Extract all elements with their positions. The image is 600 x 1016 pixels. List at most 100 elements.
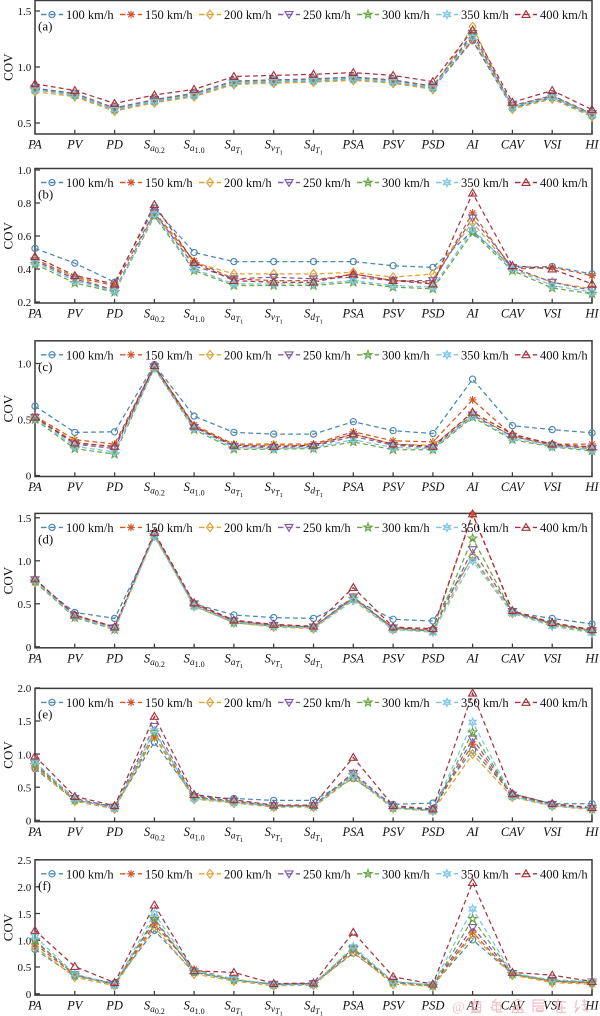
- svg-text:PSD: PSD: [420, 480, 444, 494]
- svg-text:Sa0.2: Sa0.2: [144, 480, 165, 498]
- svg-text:Sa1.0: Sa1.0: [184, 825, 205, 843]
- svg-text:Sa0.2: Sa0.2: [144, 307, 165, 325]
- svg-text:300 km/h: 300 km/h: [382, 348, 430, 362]
- svg-text:SaT1: SaT1: [225, 999, 244, 1016]
- svg-text:0: 0: [26, 989, 32, 1001]
- svg-text:PV: PV: [66, 307, 84, 321]
- svg-text:400 km/h: 400 km/h: [540, 867, 588, 881]
- svg-text:PSV: PSV: [381, 999, 405, 1013]
- svg-text:200 km/h: 200 km/h: [224, 521, 272, 535]
- svg-text:@: @: [452, 1000, 465, 1015]
- svg-text:SdT1: SdT1: [304, 999, 323, 1016]
- svg-text:0.5: 0.5: [17, 599, 31, 611]
- svg-text:PSV: PSV: [381, 825, 405, 839]
- svg-text:HI: HI: [584, 999, 599, 1013]
- svg-text:400 km/h: 400 km/h: [540, 696, 588, 710]
- svg-text:Sa1.0: Sa1.0: [184, 307, 205, 325]
- svg-text:CAV: CAV: [501, 307, 525, 321]
- svg-text:150 km/h: 150 km/h: [145, 8, 193, 22]
- svg-text:100 km/h: 100 km/h: [66, 696, 114, 710]
- svg-text:1.5: 1.5: [17, 513, 31, 525]
- svg-text:Sa0.2: Sa0.2: [144, 999, 165, 1016]
- svg-text:100 km/h: 100 km/h: [66, 176, 114, 190]
- svg-text:1.5: 1.5: [17, 716, 31, 728]
- svg-text:COV: COV: [1, 394, 16, 422]
- svg-text:HI: HI: [584, 138, 599, 152]
- svg-text:350 km/h: 350 km/h: [461, 521, 509, 535]
- svg-text:(f): (f): [38, 878, 51, 893]
- svg-text:0.2: 0.2: [17, 297, 31, 309]
- svg-text:VSI: VSI: [543, 307, 562, 321]
- svg-text:SvT1: SvT1: [265, 999, 283, 1016]
- svg-text:PSD: PSD: [420, 651, 444, 665]
- svg-text:Sa1.0: Sa1.0: [184, 480, 205, 498]
- svg-text:VSI: VSI: [543, 651, 562, 665]
- svg-text:0.4: 0.4: [17, 264, 31, 276]
- svg-text:PD: PD: [105, 480, 123, 494]
- svg-text:SaT1: SaT1: [225, 138, 244, 157]
- svg-text:AI: AI: [466, 651, 480, 665]
- svg-text:100 km/h: 100 km/h: [66, 348, 114, 362]
- svg-text:PD: PD: [105, 651, 123, 665]
- svg-text:350 km/h: 350 km/h: [461, 696, 509, 710]
- svg-text:PA: PA: [27, 480, 42, 494]
- svg-text:CAV: CAV: [501, 825, 525, 839]
- svg-text:(b): (b): [38, 187, 53, 202]
- svg-text:250 km/h: 250 km/h: [303, 176, 351, 190]
- svg-text:250 km/h: 250 km/h: [303, 348, 351, 362]
- svg-text:VSI: VSI: [543, 825, 562, 839]
- svg-text:PSV: PSV: [381, 307, 405, 321]
- svg-text:Sa1.0: Sa1.0: [184, 999, 205, 1016]
- svg-text:PV: PV: [66, 651, 84, 665]
- svg-text:1.5: 1.5: [17, 909, 31, 921]
- svg-text:AI: AI: [466, 138, 480, 152]
- svg-text:300 km/h: 300 km/h: [382, 521, 430, 535]
- svg-text:300 km/h: 300 km/h: [382, 867, 430, 881]
- svg-text:150 km/h: 150 km/h: [145, 176, 193, 190]
- svg-text:250 km/h: 250 km/h: [303, 867, 351, 881]
- svg-text:Sa0.2: Sa0.2: [144, 825, 165, 843]
- svg-text:PSV: PSV: [381, 138, 405, 152]
- svg-text:PSV: PSV: [381, 480, 405, 494]
- svg-text:SvT1: SvT1: [265, 307, 283, 326]
- svg-text:1.0: 1.0: [17, 359, 31, 371]
- svg-text:0.8: 0.8: [17, 198, 31, 210]
- svg-text:PSA: PSA: [342, 480, 365, 494]
- svg-text:COV: COV: [1, 53, 16, 81]
- svg-text:PSD: PSD: [420, 999, 444, 1013]
- svg-text:350 km/h: 350 km/h: [461, 8, 509, 22]
- svg-text:CAV: CAV: [501, 138, 525, 152]
- svg-text:400 km/h: 400 km/h: [540, 176, 588, 190]
- svg-text:150 km/h: 150 km/h: [145, 348, 193, 362]
- svg-text:AI: AI: [466, 307, 480, 321]
- svg-text:250 km/h: 250 km/h: [303, 696, 351, 710]
- svg-text:2.5: 2.5: [17, 855, 31, 867]
- svg-text:SaT1: SaT1: [225, 825, 244, 844]
- svg-text:SvT1: SvT1: [265, 138, 283, 157]
- svg-text:(c): (c): [38, 359, 52, 374]
- svg-text:100 km/h: 100 km/h: [66, 521, 114, 535]
- svg-text:PSD: PSD: [420, 138, 444, 152]
- svg-text:1.0: 1.0: [17, 165, 31, 177]
- svg-text:PSA: PSA: [342, 999, 365, 1013]
- svg-text:SaT1: SaT1: [225, 307, 244, 326]
- svg-text:300 km/h: 300 km/h: [382, 696, 430, 710]
- svg-text:PSA: PSA: [342, 825, 365, 839]
- svg-text:HI: HI: [584, 825, 599, 839]
- svg-text:SvT1: SvT1: [265, 651, 283, 670]
- svg-text:1.5: 1.5: [17, 6, 31, 18]
- svg-text:PD: PD: [105, 307, 123, 321]
- svg-text:100 km/h: 100 km/h: [66, 867, 114, 881]
- svg-text:200 km/h: 200 km/h: [224, 696, 272, 710]
- svg-text:SdT1: SdT1: [304, 138, 323, 157]
- svg-text:400 km/h: 400 km/h: [540, 8, 588, 22]
- svg-text:100 km/h: 100 km/h: [66, 8, 114, 22]
- svg-text:350 km/h: 350 km/h: [461, 867, 509, 881]
- svg-text:200 km/h: 200 km/h: [224, 176, 272, 190]
- svg-text:SvT1: SvT1: [265, 825, 283, 844]
- svg-text:PA: PA: [27, 999, 42, 1013]
- svg-text:PD: PD: [105, 138, 123, 152]
- svg-text:PA: PA: [27, 138, 42, 152]
- svg-text:CAV: CAV: [501, 651, 525, 665]
- svg-text:COV: COV: [1, 741, 16, 769]
